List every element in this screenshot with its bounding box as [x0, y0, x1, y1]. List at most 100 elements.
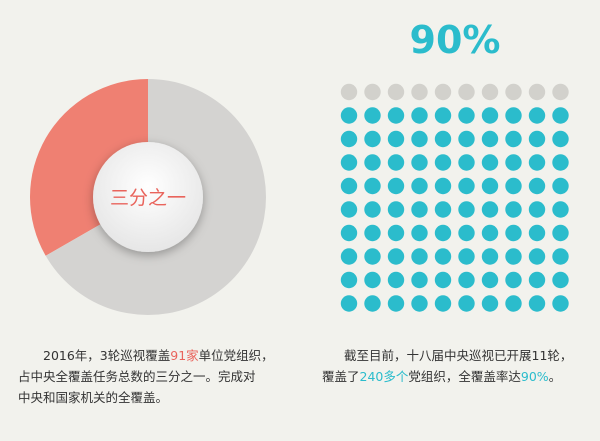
dot-empty — [552, 83, 569, 101]
dot-filled — [481, 201, 499, 218]
highlight: 240多个 — [359, 369, 409, 384]
dot-filled — [552, 107, 569, 124]
dot-filled — [481, 154, 499, 171]
dot-filled — [505, 295, 522, 312]
dot-filled — [411, 271, 428, 289]
donut-chart — [29, 79, 267, 315]
dot-filled — [364, 177, 381, 195]
dot-filled — [552, 154, 569, 171]
dot-empty — [387, 83, 405, 101]
dot-filled — [340, 248, 358, 265]
dot-filled — [552, 295, 569, 312]
dot-filled — [552, 201, 569, 218]
dot-filled — [458, 154, 475, 171]
dot-filled — [364, 201, 381, 218]
text: 单位党组织， — [198, 348, 274, 363]
dot-filled — [528, 107, 546, 124]
dot-filled — [340, 201, 358, 218]
dot-filled — [434, 248, 452, 265]
dot-filled — [411, 154, 428, 171]
dot-filled — [434, 271, 452, 289]
dot-empty — [411, 83, 428, 101]
dot-filled — [340, 224, 358, 242]
dot-filled — [387, 271, 405, 289]
dot-filled — [411, 224, 428, 242]
dot-filled — [340, 295, 358, 312]
dot-filled — [505, 177, 522, 195]
highlight: 90% — [520, 369, 549, 384]
left-paragraph: 2016年，3轮巡视覆盖91家单位党组织， 占中央全覆盖任务总数的三分之一。完成… — [18, 345, 288, 408]
text: 2016年，3轮巡视覆盖 — [43, 348, 171, 363]
dot-filled — [411, 201, 428, 218]
dot-filled — [458, 201, 475, 218]
dot-filled — [528, 271, 546, 289]
dot-filled — [434, 177, 452, 195]
dot-filled — [364, 130, 381, 148]
percent-title: 90% — [409, 18, 501, 62]
dot-filled — [458, 224, 475, 242]
dot-filled — [364, 224, 381, 242]
dot-filled — [528, 201, 546, 218]
dot-filled — [552, 224, 569, 242]
text: 。 — [548, 369, 562, 384]
dot-filled — [505, 154, 522, 171]
dot-filled — [481, 224, 499, 242]
text: 党组织，全覆盖率达 — [408, 369, 521, 384]
dot-filled — [411, 295, 428, 312]
dot-filled — [411, 130, 428, 148]
dot-filled — [528, 224, 546, 242]
dot-filled — [552, 130, 569, 148]
dot-filled — [481, 107, 499, 124]
dot-filled — [340, 154, 358, 171]
dot-grid-chart — [340, 83, 569, 312]
dot-filled — [458, 177, 475, 195]
dot-filled — [505, 271, 522, 289]
dot-empty — [458, 83, 475, 101]
dot-empty — [434, 83, 452, 101]
dot-filled — [528, 177, 546, 195]
dot-filled — [387, 154, 405, 171]
text: 截至目前，十八届中央巡视已开展11轮， — [344, 348, 573, 363]
dot-filled — [481, 271, 499, 289]
dot-filled — [481, 130, 499, 148]
dot-filled — [528, 295, 546, 312]
dot-filled — [458, 295, 475, 312]
dot-filled — [481, 177, 499, 195]
dot-filled — [387, 224, 405, 242]
dot-filled — [505, 107, 522, 124]
dot-filled — [364, 248, 381, 265]
dot-filled — [434, 107, 452, 124]
dot-filled — [411, 107, 428, 124]
dot-filled — [552, 271, 569, 289]
dot-filled — [387, 295, 405, 312]
dot-filled — [458, 271, 475, 289]
dot-filled — [411, 177, 428, 195]
dot-filled — [505, 248, 522, 265]
dot-filled — [387, 201, 405, 218]
dot-filled — [434, 154, 452, 171]
dot-filled — [387, 107, 405, 124]
dot-empty — [528, 83, 546, 101]
dot-filled — [387, 177, 405, 195]
dot-filled — [340, 130, 358, 148]
dot-filled — [434, 224, 452, 242]
dot-filled — [528, 154, 546, 171]
dot-filled — [364, 107, 381, 124]
dot-filled — [505, 130, 522, 148]
dot-filled — [364, 154, 381, 171]
dot-filled — [458, 130, 475, 148]
dot-filled — [364, 295, 381, 312]
text: 占中央全覆盖任务总数的三分之一。完成对 — [18, 369, 256, 384]
dot-filled — [528, 248, 546, 265]
right-paragraph: 截至目前，十八届中央巡视已开展11轮， 覆盖了240多个党组织，全覆盖率达90%… — [322, 345, 592, 387]
dot-filled — [434, 201, 452, 218]
dot-filled — [458, 248, 475, 265]
dot-empty — [364, 83, 381, 101]
dot-filled — [552, 177, 569, 195]
dot-filled — [481, 295, 499, 312]
dot-filled — [528, 130, 546, 148]
dot-filled — [505, 224, 522, 242]
dot-filled — [340, 107, 358, 124]
text: 中央和国家机关的全覆盖。 — [18, 390, 169, 405]
highlight: 91家 — [170, 348, 199, 363]
